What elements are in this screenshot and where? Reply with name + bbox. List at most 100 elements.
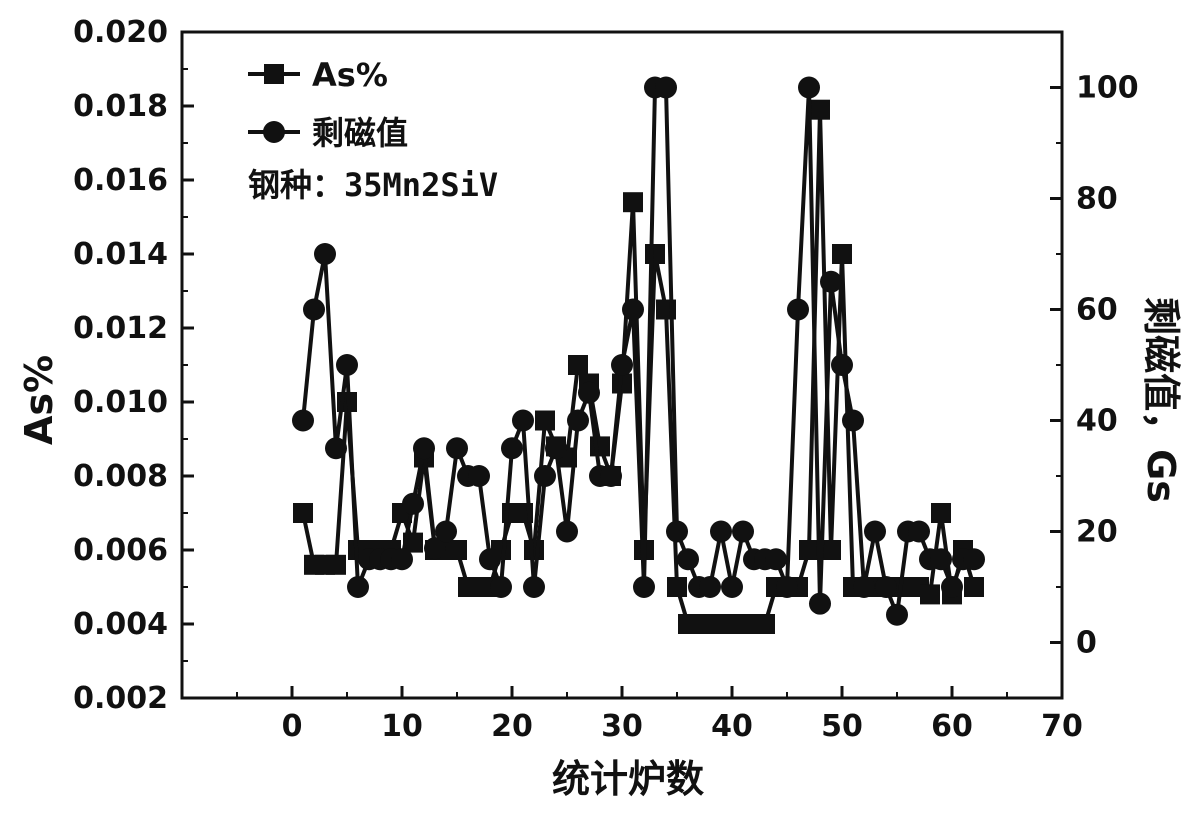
data-point-remanence bbox=[798, 76, 820, 99]
data-point-remanence bbox=[545, 437, 567, 460]
data-point-remanence bbox=[303, 298, 325, 321]
y-right-tick-label: 100 bbox=[1076, 71, 1139, 106]
y-left-tick-label: 0.008 bbox=[73, 459, 168, 494]
y-left-tick-label: 0.002 bbox=[73, 681, 168, 716]
data-point-remanence bbox=[424, 537, 446, 560]
data-point-remanence bbox=[864, 520, 886, 543]
y-left-tick-label: 0.020 bbox=[73, 15, 168, 50]
data-point-remanence bbox=[534, 465, 556, 487]
data-point-remanence bbox=[512, 409, 534, 432]
legend-marker-remanence bbox=[263, 121, 285, 143]
axes: 0 10 20 30 40 50 60 70 0.002 0.004 0.006 0.008 0.010… bbox=[73, 15, 1139, 744]
data-point-remanence bbox=[721, 576, 743, 598]
data-point-remanence bbox=[809, 592, 831, 615]
legend: As% 剩磁值 钢种：35Mn2SiV bbox=[248, 56, 498, 204]
data-point-remanence bbox=[842, 409, 864, 432]
data-point-as bbox=[645, 244, 665, 264]
x-tick-label: 0 bbox=[282, 709, 303, 744]
data-point-as bbox=[821, 540, 841, 560]
y-right-tick-label: 60 bbox=[1076, 293, 1118, 328]
steel-grade-note: 钢种：35Mn2SiV bbox=[248, 166, 498, 204]
x-tick-label: 60 bbox=[931, 709, 973, 744]
data-point-as bbox=[810, 99, 830, 120]
y-right-tick-label: 80 bbox=[1076, 182, 1118, 217]
data-point-as bbox=[667, 577, 687, 597]
x-axis-title: 统计炉数 bbox=[552, 757, 704, 801]
data-point-remanence bbox=[446, 437, 468, 460]
x-tick-label: 50 bbox=[821, 709, 863, 744]
data-point-remanence bbox=[930, 548, 952, 571]
data-point-remanence bbox=[787, 298, 809, 321]
data-point-remanence bbox=[765, 548, 787, 571]
y-left-tick-label: 0.012 bbox=[73, 311, 168, 346]
data-point-remanence bbox=[908, 520, 930, 543]
data-point-as bbox=[920, 584, 940, 605]
y-left-tick-label: 0.004 bbox=[73, 607, 168, 642]
data-point-remanence bbox=[556, 520, 578, 543]
y-right-tick-label: 0 bbox=[1076, 626, 1097, 661]
data-point-as bbox=[799, 540, 819, 560]
data-point-remanence bbox=[776, 576, 798, 598]
y-left-tick-label: 0.018 bbox=[73, 89, 168, 124]
data-point-remanence bbox=[820, 270, 842, 293]
y-left-tick-label: 0.006 bbox=[73, 533, 168, 568]
data-point-remanence bbox=[677, 548, 699, 571]
x-tick-label: 70 bbox=[1041, 709, 1083, 744]
x-tick-label: 30 bbox=[601, 709, 643, 744]
y-left-tick-label: 0.010 bbox=[73, 385, 168, 420]
data-point-remanence bbox=[600, 465, 622, 487]
data-point-remanence bbox=[336, 354, 358, 376]
data-point-remanence bbox=[523, 576, 545, 598]
data-point-remanence bbox=[402, 492, 424, 515]
data-point-as bbox=[535, 410, 555, 431]
data-point-remanence bbox=[666, 520, 688, 543]
data-point-as bbox=[623, 192, 643, 213]
data-point-as bbox=[447, 540, 467, 560]
y-right-tick-label: 20 bbox=[1076, 515, 1118, 550]
legend-label-remanence: 剩磁值 bbox=[312, 114, 408, 152]
data-point-remanence bbox=[699, 576, 721, 598]
data-point-remanence bbox=[325, 437, 347, 460]
plot-area bbox=[292, 76, 985, 634]
data-point-as bbox=[326, 554, 346, 575]
data-point-as bbox=[293, 503, 313, 523]
data-point-remanence bbox=[655, 76, 677, 99]
legend-marker-as bbox=[264, 64, 284, 84]
data-point-remanence bbox=[314, 243, 336, 265]
data-point-remanence bbox=[622, 298, 644, 321]
x-tick-label: 10 bbox=[381, 709, 423, 744]
data-point-as bbox=[964, 577, 984, 597]
legend-label-as: As% bbox=[312, 56, 388, 94]
x-tick-label: 20 bbox=[491, 709, 533, 744]
data-point-remanence bbox=[633, 576, 655, 598]
data-point-remanence bbox=[732, 520, 754, 543]
data-point-remanence bbox=[479, 548, 501, 571]
data-point-as bbox=[755, 614, 775, 634]
data-point-remanence bbox=[578, 381, 600, 404]
data-point-remanence bbox=[611, 354, 633, 376]
y-right-tick-label: 40 bbox=[1076, 404, 1118, 439]
data-point-remanence bbox=[435, 520, 457, 543]
data-point-remanence bbox=[875, 576, 897, 598]
data-point-remanence bbox=[391, 548, 413, 571]
data-point-remanence bbox=[941, 576, 963, 598]
y-axis-left-title: As% bbox=[17, 355, 61, 445]
y-left-tick-label: 0.016 bbox=[73, 163, 168, 198]
data-point-remanence bbox=[567, 409, 589, 432]
y-left-tick-label: 0.014 bbox=[73, 237, 168, 272]
x-tick-label: 40 bbox=[711, 709, 753, 744]
data-point-remanence bbox=[292, 409, 314, 432]
data-point-remanence bbox=[501, 437, 523, 460]
data-point-as bbox=[590, 436, 610, 457]
data-point-remanence bbox=[413, 437, 435, 460]
data-point-remanence bbox=[886, 603, 908, 626]
data-point-as bbox=[832, 244, 852, 264]
data-point-remanence bbox=[710, 520, 732, 543]
data-point-remanence bbox=[831, 354, 853, 376]
data-point-remanence bbox=[347, 576, 369, 598]
data-point-as bbox=[931, 503, 951, 523]
data-point-as bbox=[568, 355, 588, 375]
data-point-remanence bbox=[490, 576, 512, 598]
data-point-remanence bbox=[853, 576, 875, 598]
